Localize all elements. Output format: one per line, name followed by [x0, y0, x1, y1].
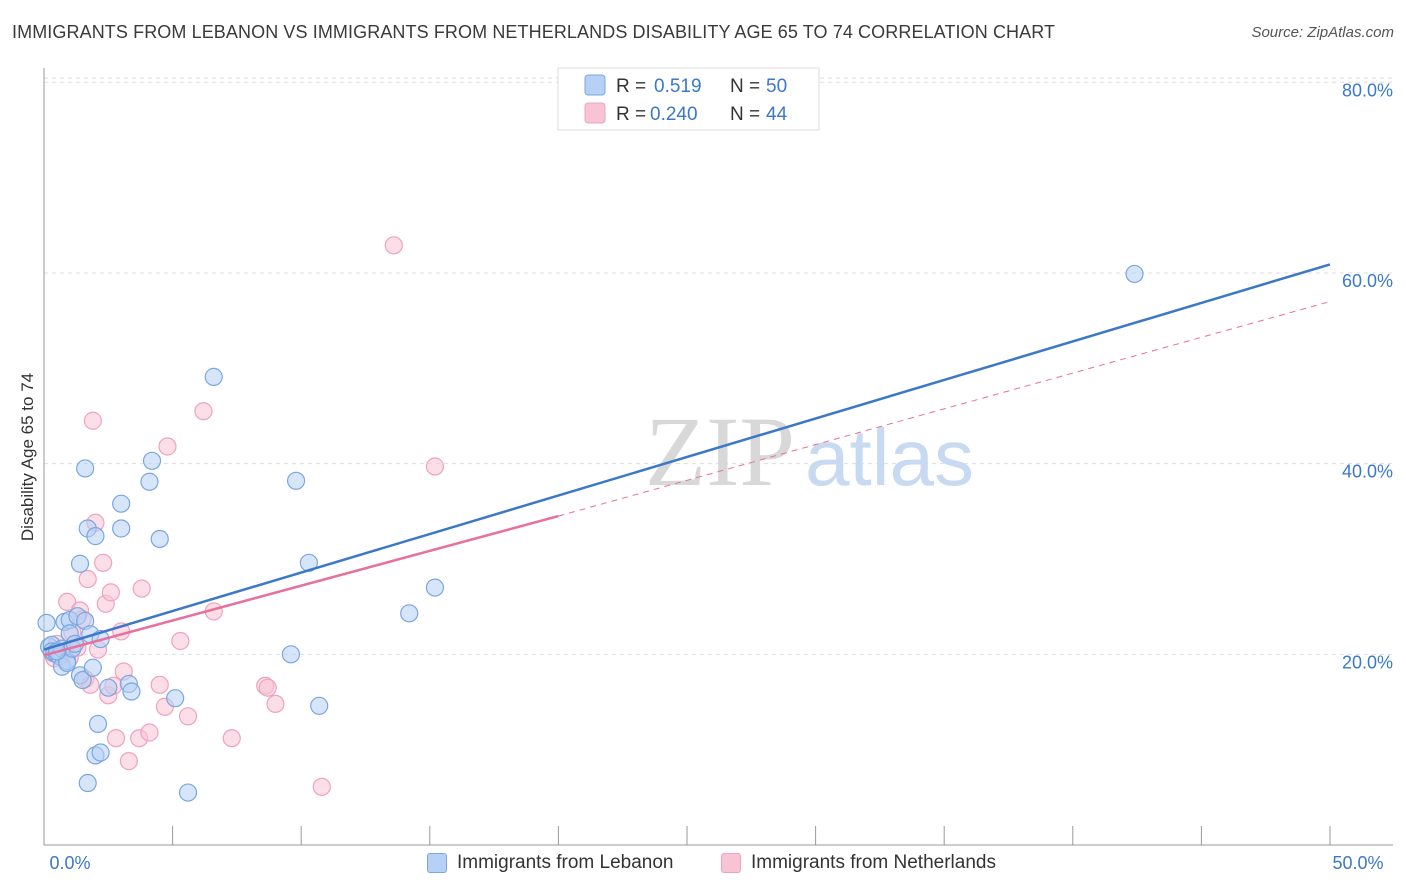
netherlands-point-5: [58, 592, 77, 611]
correlation-legend: R = 0.519 N = 50 R = 0.240 N = 44: [557, 67, 820, 131]
netherlands-point-29: [140, 723, 159, 742]
bottom-legend-label-netherlands: Immigrants from Netherlands: [751, 852, 996, 873]
lebanon-point-0: [37, 613, 56, 632]
y-tick-label-60: 60.0%: [1342, 271, 1393, 291]
bottom-legend-swatch-blue: [427, 853, 447, 873]
netherlands-point-26: [119, 752, 138, 771]
netherlands-point-18: [94, 553, 113, 572]
lebanon-point-32: [112, 494, 131, 513]
netherlands-point-43: [425, 457, 445, 476]
netherlands-trend-extension: [558, 301, 1331, 517]
netherlands-point-42: [384, 236, 403, 255]
lebanon-point-19: [73, 670, 92, 690]
netherlands-points: [42, 236, 445, 796]
bottom-legend-netherlands: Immigrants from Netherlands: [721, 852, 996, 874]
netherlands-trend-line: [43, 514, 559, 657]
netherlands-point-39: [258, 678, 277, 697]
netherlands-point-21: [101, 583, 120, 602]
lebanon-point-46: [400, 604, 419, 623]
y-tick-label-80: 80.0%: [1342, 80, 1393, 100]
y-tick-labels: 20.0% 40.0% 60.0% 80.0%: [1342, 80, 1393, 672]
chart-title: IMMIGRANTS FROM LEBANON VS IMMIGRANTS FR…: [12, 22, 1056, 42]
lebanon-point-48: [1125, 264, 1144, 284]
legend-swatch-blue: [584, 74, 606, 96]
netherlands-point-28: [132, 579, 151, 598]
lebanon-point-37: [142, 451, 162, 470]
lebanon-point-42: [281, 645, 301, 664]
netherlands-point-30: [150, 675, 169, 694]
source-label: Source: ZipAtlas.com: [1251, 24, 1394, 41]
axes: [43, 68, 1393, 846]
bottom-legend-label-lebanon: Immigrants from Lebanon: [457, 852, 674, 873]
netherlands-point-37: [222, 729, 241, 748]
bottom-legend-swatch-pink: [721, 853, 741, 873]
legend-r-value-2: 0.240: [650, 104, 698, 125]
lebanon-points: [37, 264, 1144, 802]
lebanon-point-38: [150, 529, 169, 549]
netherlands-point-34: [178, 707, 198, 726]
netherlands-point-15: [83, 411, 102, 430]
lebanon-point-17: [70, 554, 90, 573]
lebanon-point-45: [310, 696, 329, 715]
lebanon-point-40: [178, 783, 198, 802]
x-tick-label-min: 0.0%: [49, 853, 90, 873]
lebanon-point-25: [83, 658, 102, 677]
watermark-atlas: atlas: [805, 413, 974, 502]
netherlands-point-23: [106, 729, 126, 748]
netherlands-point-40: [266, 694, 285, 714]
netherlands-point-32: [158, 437, 177, 456]
bottom-legend-lebanon: Immigrants from Lebanon: [427, 852, 674, 874]
y-axis-label: Disability Age 65 to 74: [18, 373, 37, 541]
lebanon-point-39: [166, 689, 185, 708]
lebanon-point-30: [91, 743, 110, 762]
lebanon-point-21: [76, 459, 95, 478]
lebanon-point-23: [78, 773, 97, 793]
trend-lines: [43, 263, 1331, 657]
y-tick-label-20: 20.0%: [1342, 652, 1393, 672]
netherlands-point-33: [171, 631, 190, 651]
x-ticks: [172, 826, 1331, 845]
legend-r-label-2: R =: [616, 104, 646, 125]
x-tick-label-max: 50.0%: [1332, 853, 1383, 873]
grid-lines: [44, 77, 1393, 655]
lebanon-point-26: [86, 527, 105, 546]
lebanon-point-28: [88, 714, 108, 734]
netherlands-point-41: [312, 777, 331, 796]
legend-n-value-2: 44: [766, 104, 788, 125]
legend-n-value-1: 50: [766, 76, 787, 97]
lebanon-trend-line: [43, 263, 1331, 651]
lebanon-point-47: [425, 578, 445, 597]
lebanon-point-35: [122, 682, 141, 701]
legend-r-value-1: 0.519: [654, 76, 702, 97]
netherlands-point-35: [194, 402, 213, 421]
y-tick-label-40: 40.0%: [1342, 462, 1393, 482]
legend-swatch-pink: [584, 102, 606, 124]
legend-n-label-1: N =: [730, 76, 760, 97]
legend-r-label-1: R =: [616, 76, 646, 97]
legend-n-label-2: N =: [730, 104, 760, 125]
lebanon-point-36: [140, 472, 159, 491]
lebanon-point-41: [204, 367, 223, 386]
lebanon-point-33: [112, 519, 131, 538]
lebanon-point-43: [286, 471, 306, 490]
netherlands-point-13: [78, 569, 97, 589]
lebanon-point-31: [99, 678, 118, 697]
watermark-zip: ZIP: [645, 396, 795, 507]
